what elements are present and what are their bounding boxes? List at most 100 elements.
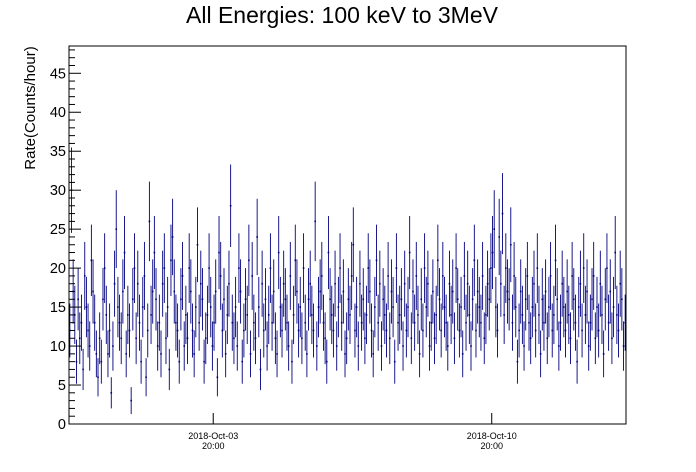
data-point: [428, 345, 431, 347]
data-point: [267, 314, 270, 316]
data-point: [458, 329, 461, 332]
data-point: [370, 329, 373, 332]
data-point: [196, 243, 199, 246]
data-point: [556, 298, 559, 301]
data-point: [198, 321, 200, 324]
data-point: [199, 282, 202, 285]
data-point: [393, 360, 396, 363]
data-point: [544, 290, 547, 293]
data-point: [420, 298, 423, 301]
data-point: [206, 314, 209, 316]
data-point: [450, 314, 452, 316]
data-point: [539, 353, 542, 355]
y-axis-label: Rate(Counts/hour): [22, 46, 39, 169]
data-point: [258, 306, 260, 308]
data-point: [153, 251, 156, 254]
data-point: [390, 290, 393, 293]
data-point: [117, 306, 119, 308]
data-point: [133, 267, 136, 269]
data-point: [445, 321, 447, 324]
data-point: [481, 275, 484, 277]
data-point: [145, 376, 147, 379]
data-point: [359, 282, 361, 285]
data-point: [607, 321, 610, 324]
data-point: [266, 345, 268, 347]
data-point: [324, 337, 326, 340]
data-point: [375, 259, 378, 262]
data-point: [277, 251, 280, 254]
data-point: [594, 337, 597, 340]
data-point: [211, 345, 214, 347]
data-point: [486, 282, 489, 285]
data-point: [191, 329, 194, 332]
data-point: [214, 290, 217, 293]
y-tick-label: 10: [50, 339, 66, 355]
data-point: [229, 204, 232, 207]
data-point: [327, 251, 330, 254]
data-point: [501, 212, 504, 215]
data-point: [223, 298, 225, 301]
data-point: [325, 360, 328, 363]
data-point: [155, 298, 157, 301]
data-point: [175, 321, 177, 324]
data-point: [561, 282, 563, 285]
data-point: [604, 298, 607, 301]
data-point: [564, 329, 567, 332]
data-point: [103, 267, 106, 269]
data-point: [78, 337, 81, 340]
data-point: [107, 353, 109, 355]
data-point: [354, 329, 356, 332]
data-point: [130, 399, 132, 402]
data-point: [158, 321, 161, 324]
data-point: [165, 337, 167, 340]
data-point: [180, 298, 182, 301]
data-point: [297, 329, 300, 332]
data-point: [461, 353, 464, 355]
data-point: [108, 329, 111, 332]
data-point: [183, 345, 186, 347]
data-point: [490, 267, 492, 269]
data-point: [302, 267, 305, 269]
data-point: [110, 392, 113, 394]
data-point: [138, 321, 141, 324]
data-point: [321, 275, 323, 277]
data-point: [226, 314, 229, 316]
data-point: [423, 267, 426, 269]
data-point: [581, 329, 583, 332]
data-point: [569, 337, 572, 340]
data-point: [345, 337, 348, 340]
data-point: [148, 220, 151, 223]
data-point: [349, 314, 351, 316]
y-tick-label: 5: [58, 378, 66, 394]
data-point: [528, 321, 530, 324]
data-point: [204, 337, 207, 340]
data-point: [577, 306, 580, 308]
data-point: [93, 321, 96, 324]
data-point: [495, 306, 497, 308]
data-point: [306, 353, 308, 355]
data-point: [383, 314, 386, 316]
data-point: [201, 298, 204, 301]
data-point: [181, 275, 184, 277]
data-point: [178, 360, 181, 363]
data-point: [286, 321, 288, 324]
data-point: [264, 298, 267, 301]
x-tick-label-time: 20:00: [202, 441, 225, 451]
data-point: [601, 314, 603, 316]
data-point: [221, 329, 224, 332]
data-point: [387, 275, 389, 277]
data-point: [344, 353, 346, 355]
data-point: [231, 321, 234, 324]
data-point: [448, 282, 451, 285]
data-point: [294, 259, 297, 262]
data-point: [592, 275, 595, 277]
data-point: [514, 306, 517, 308]
data-point: [611, 337, 613, 340]
data-point: [123, 251, 126, 254]
data-point: [236, 345, 239, 347]
data-point: [430, 321, 433, 324]
data-point: [282, 282, 285, 285]
data-point: [364, 337, 366, 340]
